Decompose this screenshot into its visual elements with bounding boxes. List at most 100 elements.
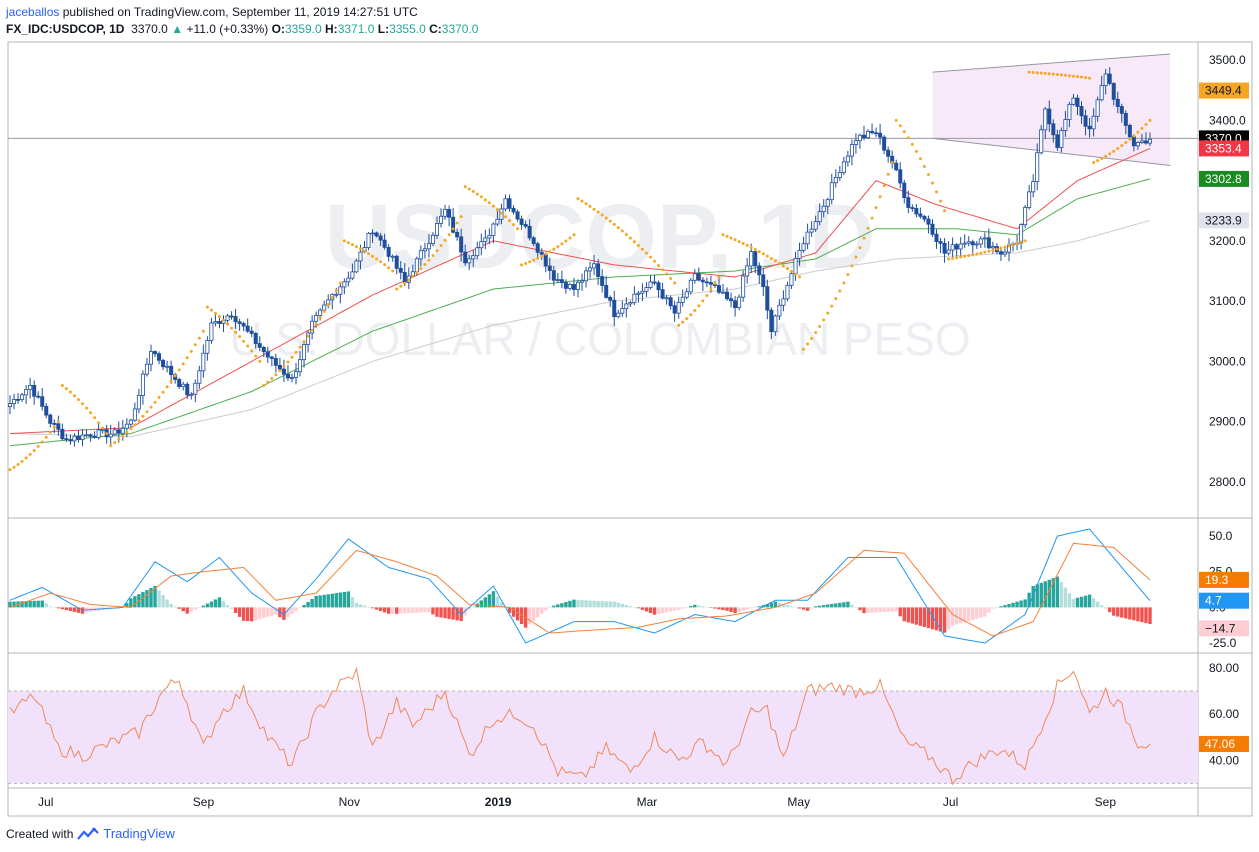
rsi-tick-label: 40.00 — [1209, 753, 1239, 767]
candle-body — [205, 340, 210, 354]
macd-histogram-bar — [64, 607, 69, 611]
macd-histogram-bar — [165, 599, 169, 608]
sar-dot — [133, 423, 137, 427]
candle-body — [741, 275, 746, 298]
macd-histogram-bar — [1031, 586, 1035, 608]
sar-dot — [101, 426, 105, 430]
tradingview-brand[interactable]: TradingView — [103, 826, 175, 841]
candle-body — [894, 162, 899, 171]
sar-dot — [600, 213, 604, 217]
candle-body — [1027, 191, 1032, 208]
macd-badge: −14.7 — [1205, 621, 1236, 635]
sar-dot — [947, 257, 951, 261]
candle-body — [990, 246, 995, 249]
sar-dot — [741, 241, 745, 245]
candle-body — [918, 213, 923, 217]
sar-dot — [701, 299, 705, 303]
candle-body — [169, 365, 174, 376]
macd-histogram-bar — [693, 604, 697, 608]
macd-histogram-bar — [141, 592, 145, 608]
candle-body — [1148, 138, 1153, 144]
candle-body — [922, 215, 927, 220]
author-link[interactable]: jaceballos — [6, 5, 60, 19]
candle-body — [398, 267, 403, 273]
sar-dot — [576, 197, 580, 201]
price-badge: 3233.9 — [1205, 213, 1242, 227]
candle-body — [124, 423, 129, 429]
macd-histogram-bar — [604, 601, 608, 608]
candle-body — [418, 250, 423, 260]
symbol-label[interactable]: FX_IDC:USDCOP, 1D — [6, 22, 125, 36]
candle-body — [821, 205, 826, 213]
macd-histogram-bar — [1144, 607, 1148, 624]
macd-histogram-bar — [1140, 607, 1144, 623]
sar-dot — [495, 208, 499, 212]
sar-dot — [181, 362, 185, 366]
sar-dot — [681, 320, 685, 324]
candle-body — [608, 297, 613, 301]
candle-body — [314, 315, 319, 322]
macd-histogram-bar — [399, 607, 403, 614]
sar-dot — [524, 261, 528, 265]
sar-dot — [834, 297, 838, 301]
macd-histogram-bar — [1023, 599, 1027, 608]
macd-histogram-bar — [1103, 607, 1108, 609]
candle-body — [128, 419, 133, 425]
candle-body — [721, 291, 726, 294]
macd-histogram-bar — [205, 603, 210, 608]
macd-histogram-bar — [765, 603, 770, 608]
candle-body — [1023, 207, 1028, 226]
sar-dot — [483, 198, 487, 202]
candle-body — [322, 304, 327, 311]
candle-body — [664, 297, 669, 300]
macd-histogram-bar — [370, 607, 375, 609]
macd-histogram-bar — [995, 607, 999, 608]
sar-dot — [604, 216, 608, 220]
sar-dot — [89, 411, 93, 415]
candle-body — [539, 251, 544, 255]
sar-dot — [580, 199, 584, 203]
candle-body — [455, 231, 460, 238]
sar-dot — [145, 410, 149, 414]
candle-body — [165, 365, 170, 368]
sar-dot — [427, 258, 431, 262]
candle-body — [680, 296, 685, 303]
candle-body — [426, 243, 431, 250]
sar-dot — [532, 258, 536, 262]
candle-body — [132, 408, 137, 421]
macd-histogram-bar — [511, 607, 516, 617]
sar-dot — [987, 249, 991, 253]
sar-dot — [882, 184, 886, 188]
candle-body — [878, 132, 883, 138]
candle-body — [1107, 73, 1112, 84]
macd-histogram-bar — [757, 606, 761, 608]
macd-histogram-bar — [28, 600, 32, 608]
macd-histogram-bar — [548, 606, 552, 608]
candle-body — [519, 218, 524, 225]
price-badge: 3353.4 — [1205, 141, 1242, 155]
candle-body — [378, 235, 383, 241]
candle-body — [837, 172, 842, 178]
sar-dot — [552, 247, 556, 251]
candle-body — [68, 439, 73, 442]
macd-histogram-bar — [427, 607, 431, 612]
macd-histogram-bar — [918, 607, 923, 626]
candle-body — [253, 333, 258, 344]
macd-histogram-bar — [403, 607, 407, 614]
sar-dot — [487, 201, 491, 205]
candle-body — [757, 265, 762, 276]
macd-histogram-bar — [407, 607, 411, 614]
sar-dot — [302, 340, 306, 344]
sar-dot — [665, 272, 669, 276]
macd-histogram-bar — [813, 606, 818, 608]
macd-histogram-bar — [660, 607, 665, 614]
macd-histogram-bar — [229, 607, 234, 610]
candle-body — [588, 267, 593, 272]
sar-dot — [379, 260, 383, 264]
sar-dot — [113, 441, 117, 445]
macd-histogram-bar — [709, 607, 713, 608]
candle-body — [636, 292, 641, 295]
sar-dot — [975, 252, 979, 256]
sar-dot — [367, 252, 371, 256]
